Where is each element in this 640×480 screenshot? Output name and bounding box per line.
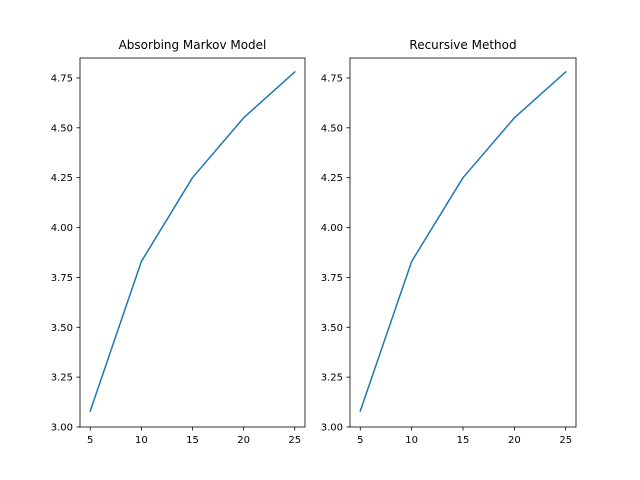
- x-tick-label: 5: [357, 435, 363, 446]
- axes-left-ticks: 5 10 15 20 25 3.00 3.25 3.50 3.75 4.00 4.25 4.50 4.7…: [51, 73, 301, 446]
- x-tick-label: 20: [237, 435, 250, 446]
- axes-right-title: Recursive Method: [409, 38, 516, 52]
- y-tick-label: 4.00: [321, 223, 343, 234]
- axes-left-title: Absorbing Markov Model: [119, 38, 267, 52]
- axes-right-marks: [359, 70, 567, 412]
- series-line: [359, 70, 567, 412]
- series-line: [89, 70, 296, 412]
- x-tick-label: 25: [288, 435, 301, 446]
- axes-right: Recursive Method 5 10 15 20 25 3.00 3.25 3.50 3.…: [321, 38, 577, 446]
- x-tick-label: 15: [186, 435, 199, 446]
- y-tick-label: 4.75: [321, 73, 343, 84]
- axes-right-ticks: 5 10 15 20 25 3.00 3.25 3.50 3.75 4.00 4.25 4.50 4.7…: [321, 73, 572, 446]
- y-tick-label: 4.75: [51, 73, 73, 84]
- y-tick-label: 3.00: [321, 423, 343, 434]
- x-tick-label: 10: [135, 435, 148, 446]
- y-tick-label: 3.75: [321, 273, 343, 284]
- y-tick-label: 4.00: [51, 223, 73, 234]
- x-tick-label: 20: [508, 435, 521, 446]
- y-tick-label: 4.25: [321, 173, 343, 184]
- y-tick-label: 3.25: [51, 373, 73, 384]
- y-tick-label: 4.50: [321, 123, 343, 134]
- axes-left: Absorbing Markov Model 5 10 15 20 25 3.00 3.25…: [51, 38, 306, 446]
- x-tick-label: 15: [457, 435, 470, 446]
- y-tick-label: 4.25: [51, 173, 73, 184]
- y-tick-label: 3.50: [51, 323, 73, 334]
- y-tick-label: 3.00: [51, 423, 73, 434]
- x-tick-label: 10: [405, 435, 418, 446]
- x-tick-label: 5: [87, 435, 93, 446]
- axes-left-marks: [89, 70, 296, 412]
- y-tick-label: 3.75: [51, 273, 73, 284]
- y-tick-label: 3.25: [321, 373, 343, 384]
- y-tick-label: 4.50: [51, 123, 73, 134]
- y-tick-label: 3.50: [321, 323, 343, 334]
- x-tick-label: 25: [559, 435, 572, 446]
